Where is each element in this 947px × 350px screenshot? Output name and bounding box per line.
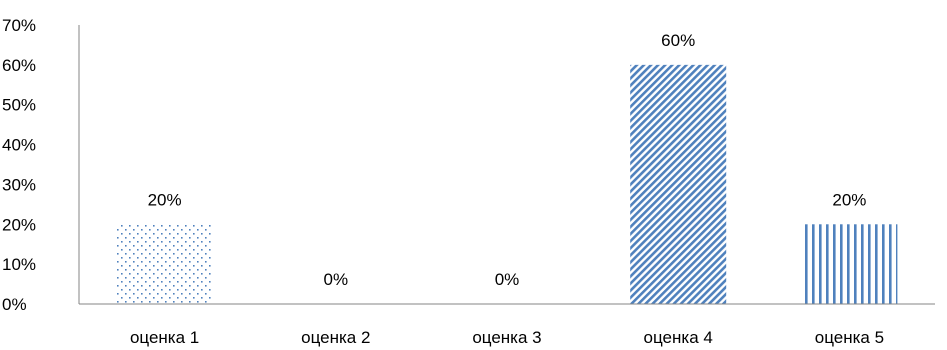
category-label-4: оценка 4 <box>644 328 713 347</box>
y-tick-label: 30% <box>2 175 36 194</box>
y-tick-label: 0% <box>2 295 27 314</box>
category-label-1: оценка 1 <box>130 328 199 347</box>
data-label-1: 20% <box>148 190 182 209</box>
bar-1 <box>116 224 213 304</box>
y-tick-label: 10% <box>2 255 36 274</box>
bar-4 <box>630 64 727 304</box>
bars <box>116 64 898 304</box>
bar-5 <box>801 224 898 304</box>
category-label-5: оценка 5 <box>815 328 884 347</box>
data-labels: 20% 0% 0% 60% 20% <box>148 31 867 289</box>
data-label-4: 60% <box>661 31 695 50</box>
y-tick-label: 20% <box>2 215 36 234</box>
category-label-3: оценка 3 <box>472 328 541 347</box>
y-tick-label: 60% <box>2 56 36 75</box>
data-label-3: 0% <box>495 270 520 289</box>
y-tick-label: 70% <box>2 16 36 35</box>
category-label-2: оценка 2 <box>301 328 370 347</box>
y-tick-label: 50% <box>2 96 36 115</box>
y-axis-tick-labels: 0% 10% 20% 30% 40% 50% 60% 70% <box>2 16 36 314</box>
x-axis-category-labels: оценка 1 оценка 2 оценка 3 оценка 4 оценка 5 <box>130 328 884 347</box>
data-label-5: 20% <box>832 190 866 209</box>
data-label-2: 0% <box>324 270 349 289</box>
y-tick-label: 40% <box>2 136 36 155</box>
